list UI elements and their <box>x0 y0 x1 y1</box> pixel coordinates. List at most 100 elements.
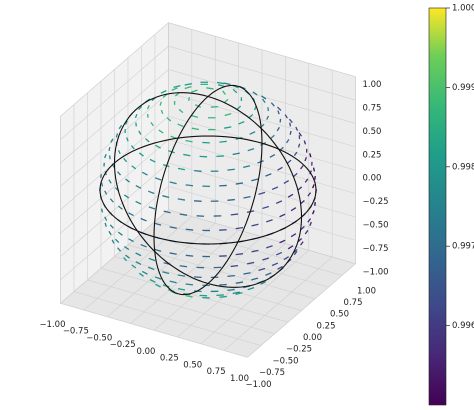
field-arrow <box>141 171 148 176</box>
field-arrow <box>288 118 293 124</box>
great-circle <box>153 84 263 296</box>
field-arrow <box>146 105 150 110</box>
grid-line <box>168 186 356 241</box>
field-arrow <box>232 88 238 94</box>
field-arrow <box>247 147 255 152</box>
x-tick-label: −1.00 <box>39 320 65 330</box>
field-arrow <box>138 105 143 111</box>
field-arrow <box>235 292 243 296</box>
field-arrow <box>123 194 130 199</box>
y-tick-label: 0.50 <box>330 310 349 320</box>
y-tick-label: −0.75 <box>259 368 285 378</box>
z-tick-label: 1.00 <box>363 80 382 90</box>
field-arrow <box>184 85 192 90</box>
field-arrow <box>266 115 270 120</box>
field-arrow <box>287 245 294 250</box>
grid-line <box>168 92 356 148</box>
field-arrow <box>227 275 235 278</box>
field-arrow <box>147 266 155 271</box>
field-arrow <box>194 170 202 172</box>
field-arrow <box>307 218 312 223</box>
z-tick-label: −0.75 <box>363 244 389 254</box>
field-arrow <box>312 210 315 215</box>
z-tick-label: 0.00 <box>363 174 382 184</box>
field-arrow <box>169 226 177 229</box>
field-arrow <box>303 140 307 145</box>
field-arrow <box>243 195 251 199</box>
x-tick-label: 0.00 <box>137 347 156 357</box>
field-arrow <box>235 281 244 284</box>
field-arrow <box>309 153 312 158</box>
field-arrow <box>285 138 290 144</box>
field-arrow <box>297 143 301 148</box>
field-arrow <box>230 264 239 268</box>
field-arrow <box>266 245 273 249</box>
field-arrow <box>104 222 107 227</box>
field-arrow <box>191 127 200 131</box>
colorbar-tick-label: 1.000 <box>452 4 474 14</box>
field-arrow <box>252 91 258 96</box>
field-arrow <box>298 132 303 137</box>
field-arrow <box>177 198 186 201</box>
field-arrow <box>251 277 259 281</box>
field-arrow <box>155 144 161 149</box>
field-arrow <box>289 122 292 127</box>
colorbar <box>428 7 447 406</box>
field-arrow <box>223 98 229 104</box>
field-arrow <box>312 167 315 172</box>
grid-line <box>60 139 169 234</box>
field-arrow <box>185 294 193 298</box>
field-arrow <box>183 153 191 157</box>
field-arrow <box>184 83 192 86</box>
field-arrow <box>191 114 199 119</box>
field-arrow <box>114 238 120 244</box>
field-arrow <box>289 130 292 135</box>
field-arrow <box>300 225 305 231</box>
field-arrow <box>227 288 235 291</box>
field-arrow <box>222 90 226 95</box>
grid-line <box>168 45 356 101</box>
grid-line <box>154 221 343 276</box>
great-circle <box>113 92 303 288</box>
field-arrow <box>248 114 254 119</box>
field-arrow <box>293 172 298 178</box>
field-arrow <box>300 199 305 205</box>
field-arrow <box>238 121 245 125</box>
z-tick-label: 0.25 <box>363 150 382 160</box>
colorbar-tick-label: 0.998 <box>452 162 474 172</box>
x-tick-label: 0.75 <box>207 367 226 377</box>
field-arrow <box>179 213 188 216</box>
field-arrow <box>179 265 188 268</box>
field-arrow <box>275 251 283 256</box>
field-arrow <box>177 123 184 128</box>
field-arrow <box>258 267 266 272</box>
y-tick-label: −0.50 <box>272 356 298 366</box>
field-arrow <box>135 261 142 266</box>
colorbar-ticks: 0.996 0.997 0.998 0.999 1.000 <box>446 4 474 331</box>
field-arrow <box>210 105 219 108</box>
field-arrow <box>261 95 267 100</box>
grid-line <box>100 267 289 323</box>
field-arrow <box>111 239 115 244</box>
grid-line <box>73 291 262 346</box>
field-arrow <box>300 241 304 246</box>
field-arrow <box>117 231 123 236</box>
grid-line <box>141 232 329 288</box>
field-arrow <box>260 280 267 285</box>
field-arrow <box>109 198 114 203</box>
field-arrow <box>304 178 309 183</box>
field-arrow <box>188 97 190 102</box>
field-arrow <box>232 152 240 156</box>
field-arrow <box>194 276 202 279</box>
field-arrow <box>117 149 121 155</box>
field-arrow <box>108 146 111 151</box>
field-arrow <box>125 178 131 183</box>
field-arrow <box>140 243 147 248</box>
x-tick-label: 1.00 <box>230 374 249 384</box>
field-arrow <box>160 109 164 114</box>
field-arrow <box>266 219 273 223</box>
field-arrow <box>104 216 108 221</box>
field-arrow <box>227 168 235 171</box>
grid-line <box>60 22 169 117</box>
field-arrow <box>271 186 279 191</box>
